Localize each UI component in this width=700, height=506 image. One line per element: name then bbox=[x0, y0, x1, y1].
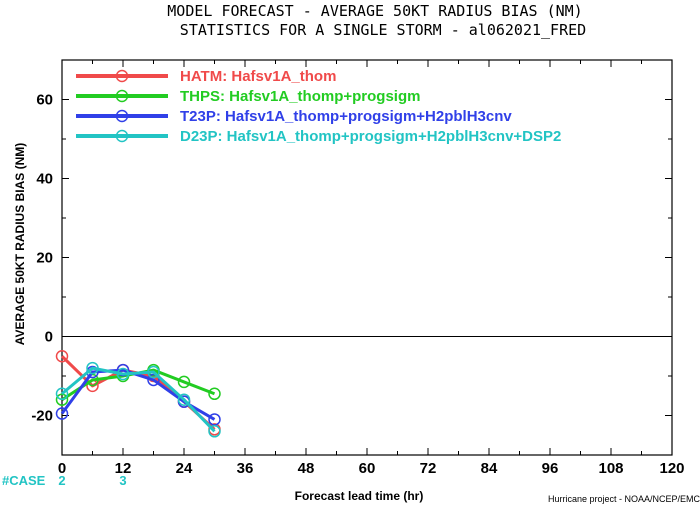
legend-entry: HATM: Hafsv1A_thom bbox=[180, 68, 336, 85]
series-line-4 bbox=[61, 366, 216, 433]
series-line-1 bbox=[60, 355, 216, 431]
x-tick-label: 48 bbox=[298, 460, 315, 477]
chart-title: MODEL FORECAST - AVERAGE 50KT RADIUS BIA… bbox=[167, 2, 582, 20]
data-point bbox=[147, 365, 160, 379]
credit-text: Hurricane project - NOAA/NCEP/EMC bbox=[548, 494, 700, 504]
y-tick-label: 60 bbox=[36, 92, 53, 109]
case-label: #CASE bbox=[2, 473, 46, 488]
y-tick-label: 20 bbox=[36, 250, 53, 267]
x-tick-label: 72 bbox=[420, 460, 437, 477]
data-point bbox=[177, 393, 191, 406]
x-axis-label: Forecast lead time (hr) bbox=[295, 489, 424, 503]
case-count: 2 bbox=[58, 473, 65, 488]
y-tick-label: -20 bbox=[31, 408, 53, 425]
y-tick-label: 40 bbox=[36, 171, 53, 188]
x-tick-label: 12 bbox=[115, 460, 132, 477]
data-point bbox=[116, 363, 130, 377]
legend-marker bbox=[115, 89, 129, 103]
legend-marker bbox=[115, 69, 129, 83]
x-tick-label: 36 bbox=[237, 460, 254, 477]
legend-entry: D23P: Hafsv1A_thomp+progsigm+H2pblH3cnv+… bbox=[180, 128, 561, 145]
plot-area: 0 12 24 36 48 60 72 84 96 108 120 -20 0 20 40 60 HATM: H… bbox=[31, 59, 685, 488]
data-point bbox=[55, 393, 69, 406]
y-tick-label: 0 bbox=[45, 329, 53, 346]
x-tick-label: 108 bbox=[598, 460, 623, 477]
legend-entry: T23P: Hafsv1A_thomp+progsigm+H2pblH3cnv bbox=[180, 108, 512, 125]
data-point bbox=[116, 367, 130, 381]
legend-entry: THPS: Hafsv1A_thomp+progsigm bbox=[180, 88, 420, 105]
data-point bbox=[208, 413, 221, 426]
y-axis-label: AVERAGE 50KT RADIUS BIAS (NM) bbox=[13, 143, 27, 345]
data-point bbox=[208, 425, 221, 438]
x-tick-label: 24 bbox=[176, 460, 193, 477]
data-point bbox=[55, 387, 69, 401]
data-point bbox=[177, 375, 191, 389]
data-point bbox=[55, 407, 69, 420]
x-tick-label: 60 bbox=[359, 460, 376, 477]
data-point bbox=[86, 361, 99, 375]
x-tick-label: 120 bbox=[659, 460, 684, 477]
x-tick-label: 96 bbox=[542, 460, 559, 477]
x-tick-label: 0 bbox=[58, 460, 66, 477]
x-tick-label: 84 bbox=[481, 460, 498, 477]
data-point bbox=[208, 387, 221, 401]
legend-marker bbox=[115, 109, 129, 123]
legend-marker bbox=[115, 129, 129, 143]
case-count: 3 bbox=[119, 473, 126, 488]
data-point bbox=[147, 373, 160, 387]
chart-subtitle: STATISTICS FOR A SINGLE STORM - al062021… bbox=[180, 21, 586, 39]
data-point bbox=[55, 350, 69, 363]
